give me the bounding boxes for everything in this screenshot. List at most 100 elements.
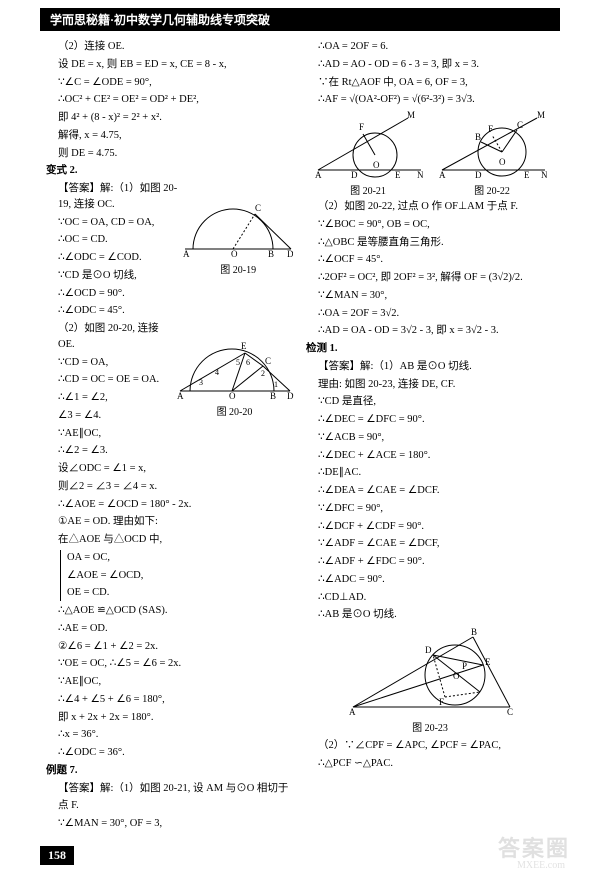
text-line: ①AE = OD. 理由如下: — [46, 514, 294, 530]
text-line: 设 DE = x, 则 EB = ED = x, CE = 8 - x, — [46, 57, 294, 73]
text-line: OE = CD. — [67, 585, 294, 601]
svg-text:1: 1 — [274, 380, 278, 389]
svg-text:N: N — [541, 170, 547, 180]
text-line: ∴∠ODC = 36°. — [46, 745, 294, 761]
text-line: ∴AE = OD. — [46, 621, 294, 637]
svg-text:C: C — [507, 707, 513, 717]
text-line: ∴AD = OA - OD = 3√2 - 3, 即 x = 3√2 - 3. — [306, 323, 554, 339]
text-line: ∴∠4 + ∠5 + ∠6 = 180°, — [46, 692, 294, 708]
text-line: ∴∠ODC = 45°. — [46, 303, 182, 319]
header-bar: 学而思秘籍·初中数学几何辅助线专项突破 — [40, 8, 560, 31]
text-line: 【答案】解:（1）如图 20-21, 设 AM 与⊙O 相切于 — [46, 781, 294, 797]
heading: 检测 1. — [306, 341, 554, 357]
svg-text:B: B — [270, 391, 276, 401]
svg-text:M: M — [407, 110, 415, 120]
text-line: ∴2OF² = OC², 即 2OF² = 3², 解得 OF = (3√2)/… — [306, 270, 554, 286]
svg-text:P: P — [462, 661, 467, 671]
svg-text:D: D — [425, 645, 432, 655]
svg-text:D: D — [351, 170, 358, 180]
content-columns: （2）连接 OE. 设 DE = x, 则 EB = ED = x, CE = … — [0, 37, 600, 834]
figure-20-23: A B C D E F O P — [345, 627, 515, 717]
text-line: ∴∠ADC = 90°. — [306, 572, 554, 588]
heading: 变式 2. — [46, 163, 294, 179]
text-line: ∠AOE = ∠OCD, — [67, 568, 294, 584]
figure-caption: 图 20-22 — [437, 182, 547, 197]
watermark-sub: MXEE.com — [517, 860, 565, 871]
text-line: ∴x = 36°. — [46, 727, 294, 743]
svg-text:N: N — [417, 170, 423, 180]
svg-text:B: B — [471, 627, 477, 637]
text-line: ∴∠DCF + ∠CDF = 90°. — [306, 519, 554, 535]
text-line: ∴DE∥AC. — [306, 465, 554, 481]
figure-caption: 图 20-19 — [182, 261, 294, 276]
text-line: ∴∠ADF + ∠FDC = 90°. — [306, 554, 554, 570]
text-line: ∴OC² + CE² = OE² = OD² + DE², — [46, 92, 294, 108]
svg-text:A: A — [349, 707, 356, 717]
svg-text:4: 4 — [215, 368, 219, 377]
text-line: ∴∠AOE = ∠OCD = 180° - 2x. — [46, 497, 294, 513]
figure-20-19: A O B D C — [183, 199, 293, 259]
svg-text:2: 2 — [261, 369, 265, 378]
text-line: （2）如图 20-22, 过点 O 作 OF⊥AM 于点 F. — [306, 199, 554, 215]
text-line: 则 DE = 4.75. — [46, 146, 294, 162]
text-line: ∠3 = ∠4. — [46, 408, 175, 424]
text-line: ∴CD = OC = OE = OA. — [46, 372, 175, 388]
text-line: ∴∠DEC + ∠ACE = 180°. — [306, 448, 554, 464]
text-line: 在△AOE 与△OCD 中, — [46, 532, 294, 548]
svg-text:5: 5 — [236, 358, 240, 367]
text-line: 点 F. — [46, 798, 294, 814]
text-line: （2）∵∠CPF = ∠APC, ∠PCF = ∠PAC, — [306, 738, 554, 754]
right-column: ∴OA = 2OF = 6. ∴AD = AO - OD = 6 - 3 = 3… — [300, 37, 560, 834]
text-line: ∴△OBC 是等腰直角三角形. — [306, 235, 554, 251]
text-line: ∵OE = OC, ∴∠5 = ∠6 = 2x. — [46, 656, 294, 672]
text-line: ∵∠BOC = 90°, OB = OC, — [306, 217, 554, 233]
text-line: ∴CD⊥AD. — [306, 590, 554, 606]
svg-text:E: E — [524, 170, 530, 180]
svg-text:A: A — [183, 249, 190, 259]
svg-text:O: O — [231, 249, 238, 259]
figure-caption: 图 20-21 — [313, 182, 423, 197]
text-line: ②∠6 = ∠1 + ∠2 = 2x. — [46, 639, 294, 655]
svg-text:F: F — [359, 122, 364, 132]
svg-text:E: E — [485, 657, 491, 667]
svg-text:C: C — [265, 356, 271, 366]
svg-text:O: O — [229, 391, 236, 401]
svg-text:O: O — [499, 157, 506, 167]
text-line: ∵∠C = ∠ODE = 90°, — [46, 75, 294, 91]
svg-text:C: C — [255, 203, 261, 213]
text-line: 设∠ODC = ∠1 = x, — [46, 461, 294, 477]
svg-text:M: M — [537, 110, 545, 120]
figure-20-21: A D O E N F M — [313, 110, 423, 180]
text-line: ∵AE∥OC, — [46, 674, 294, 690]
text-line: ∴∠DEC = ∠DFC = 90°. — [306, 412, 554, 428]
text-line: 即 x + 2x + 2x = 180°. — [46, 710, 294, 726]
text-line: ∴△AOE ≌△OCD (SAS). — [46, 603, 294, 619]
svg-text:E: E — [395, 170, 401, 180]
text-line: ∵∠MAN = 30°, OF = 3, — [46, 816, 294, 832]
svg-text:C: C — [517, 120, 523, 130]
text-line: 解得, x = 4.75, — [46, 128, 294, 144]
svg-text:F: F — [439, 697, 444, 707]
text-line: ∴OA = 2OF = 3√2. — [306, 306, 554, 322]
text-line: ∴∠OCD = 90°. — [46, 286, 182, 302]
dual-figure: A D O E N F M 图 20-21 A — [306, 110, 554, 197]
text-line: ∵∠ADF = ∠CAE = ∠DCF, — [306, 536, 554, 552]
text-line: 【答案】解:（1）AB 是⊙O 切线. — [306, 359, 554, 375]
figure-wrap: A B C D E F O P 图 20-23 — [306, 627, 554, 734]
text-line: ∵在 Rt△AOF 中, OA = 6, OF = 3, — [306, 75, 554, 91]
text-line: ∴∠1 = ∠2, — [46, 390, 175, 406]
svg-text:F: F — [488, 124, 493, 134]
watermark: 答案圈 — [498, 831, 570, 863]
text-line: ∴∠DEA = ∠CAE = ∠DCF. — [306, 483, 554, 499]
text-line: ∴OA = 2OF = 6. — [306, 39, 554, 55]
text-line: ∵∠ACB = 90°, — [306, 430, 554, 446]
text-line: ∵CD = OA, — [46, 355, 175, 371]
text-line: ∴∠ODC = ∠COD. — [46, 250, 182, 266]
heading: 例题 7. — [46, 763, 294, 779]
svg-text:E: E — [241, 341, 247, 351]
text-line: ∵AE∥OC, — [46, 426, 175, 442]
figure-20-20: A O B D E C 3 4 5 6 2 1 — [175, 331, 295, 401]
text-line: ∵CD 是⊙O 切线, — [46, 268, 182, 284]
left-column: （2）连接 OE. 设 DE = x, 则 EB = ED = x, CE = … — [40, 37, 300, 834]
text-line: ∴AB 是⊙O 切线. — [306, 607, 554, 623]
